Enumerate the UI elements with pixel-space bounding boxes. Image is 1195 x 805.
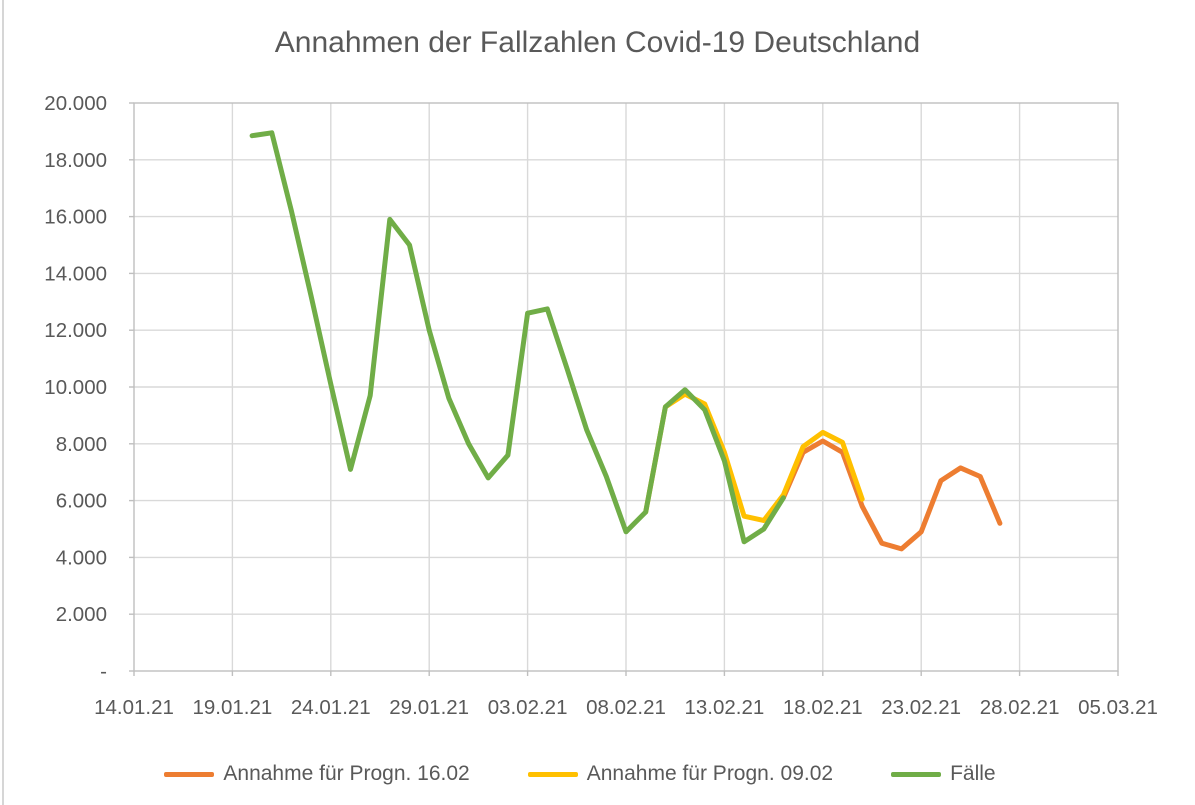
legend-marker <box>527 771 578 777</box>
left-border-line <box>2 0 4 805</box>
x-axis-label: 05.03.21 <box>1078 696 1158 719</box>
legend-label: Fälle <box>950 762 996 785</box>
legend-item-faelle: Fälle <box>891 762 996 786</box>
legend-item-annahme-fuer-progn-09-02: Annahme für Progn. 09.02 <box>527 762 834 786</box>
legend-item-annahme-fuer-progn-16-02: Annahme für Progn. 16.02 <box>164 762 470 786</box>
series-line-annahme-fuer-progn-09-02 <box>643 391 865 523</box>
x-axis-label: 19.01.21 <box>192 696 272 719</box>
y-axis-label: 8.000 <box>56 433 107 456</box>
y-axis-label: 16.000 <box>44 206 107 229</box>
y-axis-label: 12.000 <box>44 319 107 342</box>
y-axis-label: 14.000 <box>44 262 107 285</box>
x-axis-label: 29.01.21 <box>389 696 469 719</box>
y-axis-label: 2.000 <box>56 603 107 626</box>
legend-marker <box>164 771 215 777</box>
chart-title: Annahmen der Fallzahlen Covid-19 Deutsch… <box>274 26 921 59</box>
x-axis-label: 13.02.21 <box>684 696 764 719</box>
legend-label: Annahme für Progn. 09.02 <box>586 762 834 785</box>
y-axis-label: - <box>100 660 107 683</box>
legend-marker <box>891 771 942 777</box>
series-line-annahme-fuer-progn-16-02 <box>780 438 1003 552</box>
plot-border <box>133 102 1119 672</box>
legend-label: Annahme für Progn. 16.02 <box>223 762 470 785</box>
y-axis-label: 10.000 <box>44 376 107 399</box>
y-axis-label: 20.000 <box>44 92 107 115</box>
x-axis-label: 03.02.21 <box>488 696 568 719</box>
x-axis-label: 14.01.21 <box>94 696 174 719</box>
x-axis-label: 08.02.21 <box>586 696 666 719</box>
y-axis-label: 18.000 <box>44 149 107 172</box>
y-axis-label: 4.000 <box>56 546 107 569</box>
x-axis-label: 28.02.21 <box>980 696 1060 719</box>
y-axis-label: 6.000 <box>56 490 107 513</box>
x-axis-label: 24.01.21 <box>291 696 371 719</box>
series-line-faelle <box>249 130 786 545</box>
legend: Annahme für Progn. 16.02 Annahme für Prog… <box>0 753 1160 795</box>
x-axis-label: 18.02.21 <box>783 696 863 719</box>
x-axis-label: 23.02.21 <box>881 696 961 719</box>
